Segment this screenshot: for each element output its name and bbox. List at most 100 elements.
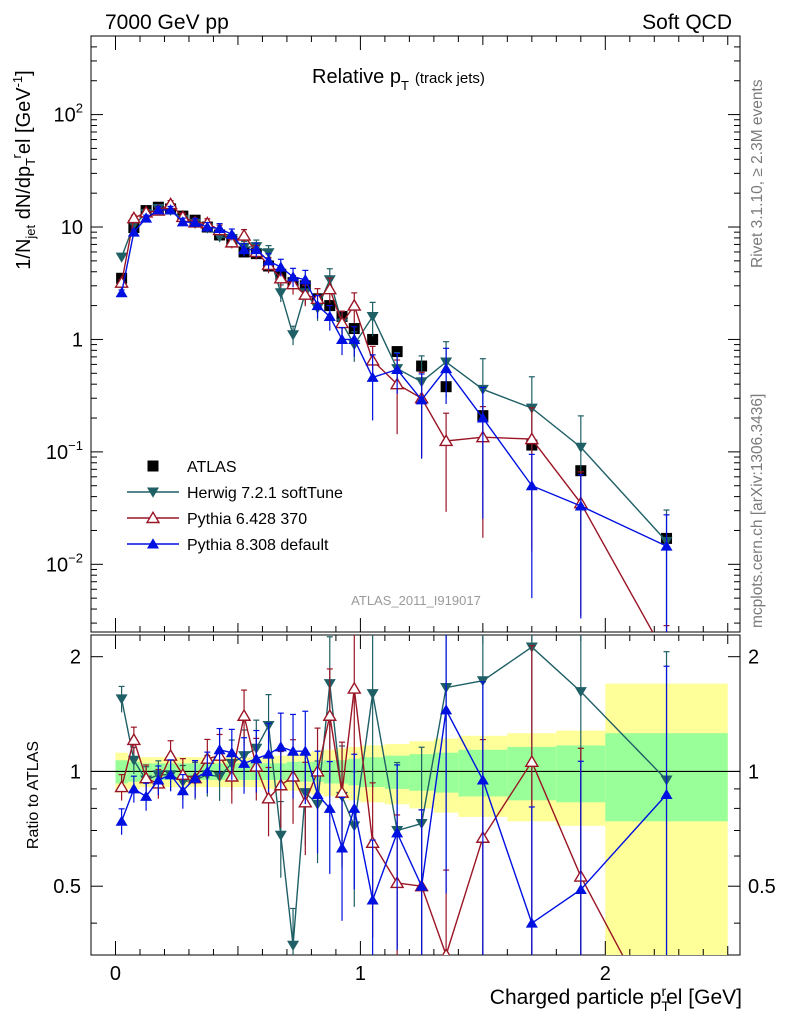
ratio-point-pythia8 [660,788,673,800]
ratio-ytick-label-right: 0.5 [748,876,776,898]
legend-marker-atlas [147,460,159,472]
xtick-label: 1 [355,963,366,985]
ratio-point-pythia8 [348,802,361,813]
ratio-series-group [114,635,673,955]
main-point-pythia8 [476,412,489,423]
ratio-point-pythia8 [525,917,538,928]
main-point-pythia8 [323,310,336,321]
ratio-ytick-label-right: 2 [748,647,759,669]
main-point-pythia8 [201,221,214,232]
x-axis-label: Charged particle pTrel [GeV] [490,983,742,1014]
plot-title-main: Relative p [312,66,401,88]
main-ytick-label: 1 [72,329,83,351]
main-point-pythia8 [391,363,404,375]
main-point-pythia6 [298,287,313,300]
ratio-point-pythia8 [250,753,263,764]
main-point-pythia8 [262,255,275,266]
ratio-point-pythia8 [127,783,140,794]
ratio-point-herwig [115,694,128,705]
plot-title-sub: T [401,78,409,93]
ratio-point-pythia8 [476,774,489,785]
main-point-pythia6 [273,271,289,284]
ratio-point-pythia8 [311,788,324,800]
main-ytick-label: 10 [61,217,83,239]
ratio-point-pythia8 [274,741,287,752]
ratio-frame [90,634,741,956]
main-point-pythia8 [225,228,238,239]
ratio-point-pythia6 [322,708,338,721]
legend-marker-pythia8 [147,538,159,549]
main-point-pythia8 [274,261,287,272]
xtick-label: 2 [600,963,611,985]
ratio-point-pythia8 [225,746,238,758]
main-point-pythia8 [250,243,263,255]
main-point-herwig [574,442,587,453]
main-point-pythia8 [287,271,300,282]
main-point-pythia8 [115,287,128,298]
ratio-point-pythia8 [201,765,214,776]
main-frame [90,35,741,633]
main-point-pythia6 [126,211,142,224]
main-point-pythia8 [164,204,177,215]
ratio-point-herwig [274,830,287,842]
header-beam-energy: 7000 GeV pp [105,11,229,34]
main-point-pythia8 [366,371,379,382]
ratio-point-herwig [127,755,140,766]
plot-title-extra: (track jets) [415,70,485,87]
analysis-id-label: ATLAS_2011_I919017 [351,593,481,608]
main-point-pythia8 [140,212,153,223]
main-point-pythia8 [213,222,226,234]
main-panel: 10−2 10−1 1 10 102 Relative pT (track jets) A… [9,35,741,633]
ratio-point-pythia8 [115,815,128,826]
ratio-point-pythia8 [415,880,428,891]
main-ylabel: 1/Njet dN/dpTrel [GeV-1] [9,70,38,269]
ratio-point-pythia8 [366,894,379,905]
main-point-herwig [274,288,287,299]
ratio-point-pythia8 [336,842,349,853]
ratio-point-pythia8 [391,827,404,838]
main-ytick-label: 102 [54,101,83,127]
main-point-pythia6 [322,282,338,295]
ratio-point-pythia8 [213,744,226,755]
main-point-pythia8 [127,226,140,237]
main-point-atlas [367,333,379,345]
ratio-ytick-label-right: 1 [748,761,759,783]
main-point-pythia8 [574,500,587,511]
ratio-point-pythia6 [126,732,142,746]
main-point-pythia6 [236,228,252,241]
legend-label-pythia6: Pythia 6.428 370 [187,511,307,528]
ratio-point-pythia6 [261,791,276,804]
ratio-point-pythia6 [163,748,178,761]
ratio-point-pythia6 [524,754,540,768]
ratio-ytick-label: 0.5 [53,876,81,898]
ratio-point-pythia8 [287,745,300,756]
main-point-pythia8 [525,480,538,491]
ratio-point-pythia8 [299,745,312,756]
main-point-pythia8 [176,216,189,227]
main-point-pythia8 [238,243,251,255]
ratio-point-pythia8 [238,757,251,768]
main-point-herwig [115,252,128,263]
ratio-point-herwig [287,940,300,951]
ratio-point-pythia8 [152,774,165,785]
ratio-point-herwig [366,689,379,700]
main-point-pythia8 [440,362,453,374]
ratio-point-pythia6 [347,681,362,694]
main-line-pythia8 [120,209,667,547]
ratio-ylabel: Ratio to ATLAS [25,741,42,849]
main-point-pythia8 [189,216,202,227]
ratio-point-pythia8 [262,748,275,759]
main-point-pythia8 [299,273,312,285]
legend-marker-pythia6 [145,510,161,524]
ratio-point-pythia8 [176,785,189,796]
header-category: Soft QCD [642,11,732,34]
main-point-pythia6 [524,431,540,445]
source-label: mcplots.cern.ch [arXiv:1306.3436] [749,394,766,628]
main-point-pythia8 [415,394,428,405]
ratio-data-layer [114,635,673,955]
main-point-herwig [366,311,379,323]
main-series-group [114,196,673,632]
main-point-pythia8 [336,333,349,344]
main-point-pythia8 [660,540,673,551]
main-line-herwig [120,207,668,542]
